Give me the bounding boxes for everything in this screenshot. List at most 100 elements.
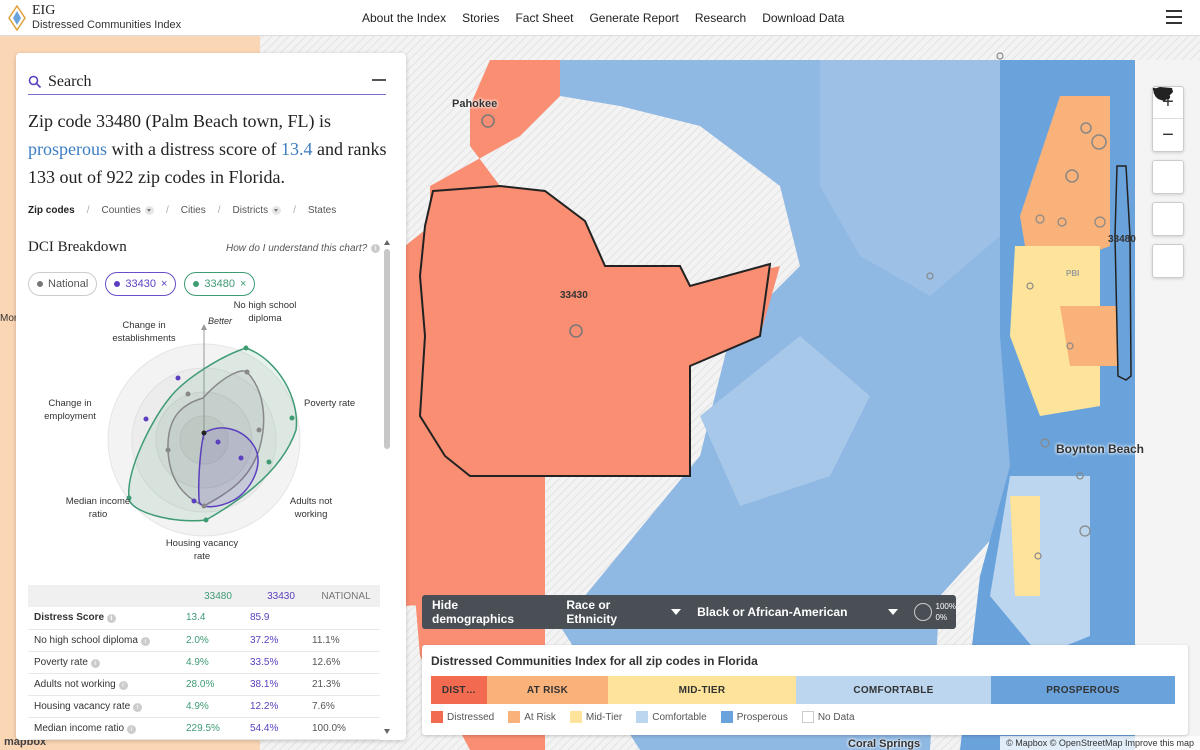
race-ethnicity-select[interactable]: Race or Ethnicity [566, 598, 682, 626]
search-bar[interactable]: Search [28, 69, 386, 95]
nav-fact-sheet[interactable]: Fact Sheet [515, 11, 574, 25]
table-row: Poverty rate i 4.9% 33.5% 12.6% [28, 651, 380, 674]
scroll-thumb [384, 249, 390, 449]
tab-states[interactable]: States [307, 205, 337, 216]
alaska-button[interactable] [1153, 87, 1183, 193]
tab-districts[interactable]: Districts [233, 205, 282, 216]
panel-scrollbar[interactable] [384, 239, 390, 735]
zoom-in-button[interactable]: + [1153, 87, 1183, 119]
nav-stories[interactable]: Stories [462, 11, 500, 25]
axis-label-housing-vacancy: Housing vacancy rate [165, 538, 239, 562]
zip-33430-boundary [418, 184, 772, 477]
zoom-out-button[interactable]: − [1162, 123, 1174, 146]
summary-headline: Zip code 33480 (Palm Beach town, FL) is … [28, 111, 387, 187]
demographic-group-select[interactable]: Black or African-American [697, 605, 898, 619]
chip-33430[interactable]: 33430 × [105, 272, 177, 296]
demo-circle [1076, 472, 1084, 480]
key-comfortable: Comfortable [636, 711, 707, 723]
info-panel: Search Zip code 33480 (Palm Beach town, … [16, 53, 406, 740]
table-row: Housing vacancy rate i 4.9% 12.2% 7.6% [28, 695, 380, 718]
axis-label-poverty: Poverty rate [304, 398, 356, 409]
col-national: NATIONAL [312, 585, 380, 607]
demo-circle [1026, 282, 1034, 290]
legend-bar: DIST… AT RISK MID-TIER COMFORTABLE PROSP… [431, 676, 1175, 704]
tab-cities[interactable]: Cities [180, 205, 206, 216]
info-icon: i [106, 614, 116, 624]
demo-circle [1057, 217, 1067, 227]
info-icon: i [140, 636, 150, 646]
axis-label-change-employment: Change in employment [44, 398, 96, 422]
legend-prosperous[interactable]: PROSPEROUS [991, 676, 1175, 704]
legend-at-risk[interactable]: AT RISK [487, 676, 608, 704]
info-icon: i [90, 658, 100, 668]
legend-keys: Distressed At Risk Mid-Tier Comfortable … [431, 711, 855, 723]
demo-circle [996, 52, 1004, 60]
main-nav: About the Index Stories Fact Sheet Gener… [362, 0, 844, 36]
nav-research[interactable]: Research [694, 11, 747, 25]
city-label-pahokee: Pahokee [452, 98, 498, 110]
key-at-risk: At Risk [508, 711, 556, 723]
chevron-down-icon [272, 206, 282, 215]
axis-label-median-income: Median income ratio [65, 496, 131, 520]
logo-subtitle: Distressed Communities Index [32, 19, 182, 31]
demo-circle [1080, 122, 1092, 134]
radar-svg [107, 324, 301, 537]
legend-distressed[interactable]: DIST… [431, 676, 487, 704]
coastal-at-risk-1 [1020, 96, 1110, 276]
table-row: Median income ratio i 229.5% 54.4% 100.0% [28, 717, 380, 740]
dci-table: 33480 33430 NATIONAL Distress Score i 13… [28, 585, 380, 740]
breakdown-title: DCI Breakdown [28, 239, 127, 255]
axis-label-change-establishments: Change in establishments [112, 320, 176, 344]
comparison-chips: National 33430 × 33480 × [28, 272, 256, 296]
key-distressed: Distressed [431, 711, 494, 723]
dropdown-icon [887, 609, 898, 615]
better-label: Better [208, 316, 233, 326]
key-no-data: No Data [801, 711, 855, 723]
map-controls: + − [1152, 86, 1184, 278]
hawaii-button[interactable] [1152, 87, 1183, 235]
help-link[interactable]: How do I understand this chart? i [226, 243, 381, 254]
usa-button[interactable] [1153, 87, 1183, 277]
scale-circle-icon [913, 603, 932, 621]
airport-label: PBI [1066, 269, 1080, 278]
map-attribution[interactable]: © Mapbox © OpenStreetMap Improve this ma… [1000, 736, 1200, 750]
city-label-boynton-beach: Boynton Beach [1056, 442, 1145, 456]
mid-blue-region [700, 336, 870, 506]
remove-icon: × [160, 278, 168, 290]
tab-counties[interactable]: Counties [101, 205, 154, 216]
demographics-bar: Hide demographics Race or Ethnicity Blac… [422, 595, 956, 629]
col-33430: 33430 [250, 585, 312, 607]
demo-circle [1040, 438, 1050, 448]
legend-title: Distressed Communities Index for all zip… [431, 654, 758, 668]
scroll-down-icon [384, 729, 390, 735]
nav-generate-report[interactable]: Generate Report [589, 11, 679, 25]
legend-comfortable[interactable]: COMFORTABLE [796, 676, 991, 704]
demo-circle [1066, 342, 1074, 350]
table-row: Adults not working i 28.0% 38.1% 21.3% [28, 673, 380, 696]
demographic-scale: 100% 0% [913, 601, 956, 623]
col-33480: 33480 [186, 585, 250, 607]
city-label-coral-springs: Coral Springs [848, 738, 921, 750]
north-blue-region [820, 60, 1000, 296]
axis-label-adults-not-working: Adults not working [289, 496, 333, 520]
logo-title: EIG [32, 3, 56, 18]
collapse-icon[interactable] [372, 79, 386, 81]
status-text: prosperous [28, 139, 107, 159]
chip-national[interactable]: National [28, 272, 98, 296]
chevron-down-icon [144, 206, 154, 215]
scroll-up-icon [384, 239, 390, 245]
key-prosperous: Prosperous [720, 711, 788, 723]
nav-download-data[interactable]: Download Data [762, 11, 845, 25]
chip-33480[interactable]: 33480 × [184, 272, 256, 296]
demo-circle [481, 114, 495, 128]
hide-demographics-button[interactable]: Hide demographics [432, 598, 515, 626]
tab-zip-codes[interactable]: Zip codes [28, 205, 75, 216]
legend-mid-tier[interactable]: MID-TIER [608, 676, 796, 704]
eig-logo[interactable]: EIG Distressed Communities Index [8, 4, 181, 31]
key-mid-tier: Mid-Tier [569, 711, 622, 723]
demo-circle [926, 272, 934, 280]
zip-33480-boundary [1114, 165, 1132, 381]
remove-icon: × [239, 278, 247, 290]
menu-icon[interactable] [1166, 10, 1182, 24]
nav-about[interactable]: About the Index [362, 11, 447, 25]
